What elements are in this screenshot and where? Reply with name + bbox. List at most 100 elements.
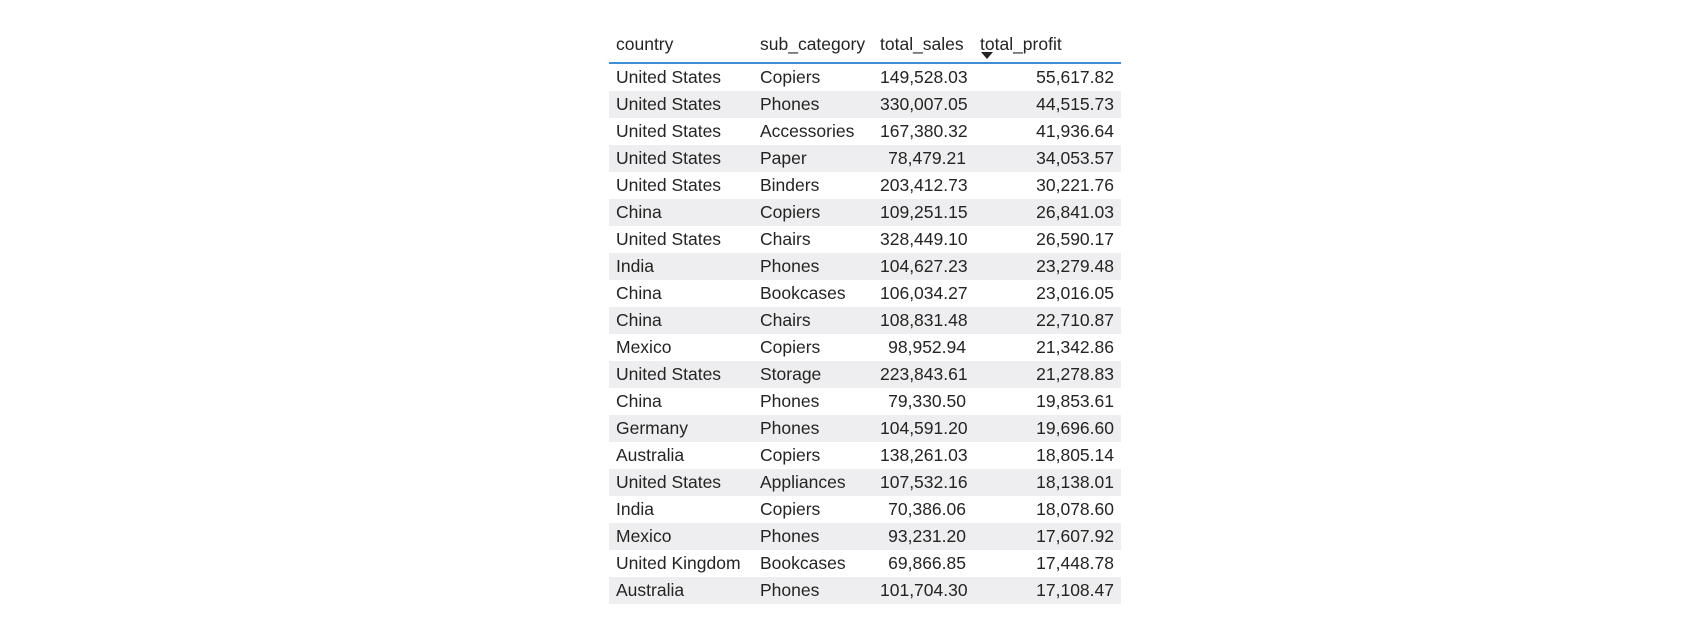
cell-total-sales: 93,231.20: [873, 523, 973, 550]
cell-country: United States: [616, 67, 722, 87]
table-row[interactable]: United States Appliances 107,532.16 18,138.…: [609, 469, 1121, 496]
cell-total-sales: 330,007.05: [873, 91, 973, 118]
header-row: country sub_category total_sales total_p…: [609, 26, 1121, 64]
cell-country: United States: [609, 361, 753, 388]
cell-total-sales: 101,704.30: [873, 577, 973, 604]
cell-total-profit: 17,607.92: [973, 523, 1121, 550]
cell-total-sales: 104,591.20: [873, 415, 973, 442]
cell-total-sales: 203,412.73: [880, 175, 968, 195]
table-row[interactable]: Australia Copiers 138,261.03 18,805.14: [609, 442, 1121, 469]
cell-total-profit: 55,617.82: [1036, 67, 1114, 87]
cell-country: United States: [609, 145, 753, 172]
cell-total-profit: 23,279.48: [973, 253, 1121, 280]
cell-sub-category: Phones: [760, 391, 820, 411]
cell-sub-category: Bookcases: [760, 553, 846, 573]
table-row[interactable]: China Bookcases 106,034.27 23,016.05: [609, 280, 1121, 307]
cell-total-sales: 79,330.50: [888, 391, 966, 411]
cell-country: Mexico: [609, 523, 753, 550]
table-body: United States Copiers 149,528.03 55,617.82 U…: [609, 63, 1121, 604]
table-row[interactable]: Germany Phones 104,591.20 19,696.60: [609, 415, 1121, 442]
cell-total-sales: 223,843.61: [873, 361, 973, 388]
cell-country: Australia: [616, 445, 685, 465]
cell-total-profit: 23,016.05: [1036, 283, 1114, 303]
table-row[interactable]: India Copiers 70,386.06 18,078.60: [609, 496, 1121, 523]
cell-country: China: [609, 199, 753, 226]
cell-total-sales: 98,952.94: [888, 337, 966, 357]
cell-total-sales: 328,449.10: [880, 229, 968, 249]
table-row[interactable]: Mexico Copiers 98,952.94 21,342.86: [609, 334, 1121, 361]
cell-sub-category: Chairs: [753, 307, 873, 334]
cell-total-sales: 149,528.03: [880, 67, 968, 87]
cell-sub-category: Binders: [760, 175, 820, 195]
table-row[interactable]: India Phones 104,627.23 23,279.48: [609, 253, 1121, 280]
cell-sub-category: Copiers: [760, 445, 821, 465]
cell-sub-category: Phones: [753, 523, 873, 550]
cell-total-sales: 70,386.06: [888, 499, 966, 519]
cell-total-sales: 69,866.85: [888, 553, 966, 573]
cell-total-profit: 17,448.78: [1036, 553, 1114, 573]
cell-total-profit: 41,936.64: [1036, 121, 1114, 141]
table-row[interactable]: China Chairs 108,831.48 22,710.87: [609, 307, 1121, 334]
cell-total-profit: 26,841.03: [973, 199, 1121, 226]
column-header-country[interactable]: country: [609, 26, 753, 64]
column-header-total-profit[interactable]: total_profit: [973, 26, 1121, 64]
cell-sub-category: Bookcases: [760, 283, 846, 303]
table-row[interactable]: United States Binders 203,412.73 30,221.76: [609, 172, 1121, 199]
cell-sub-category: Phones: [753, 253, 873, 280]
cell-total-sales: 109,251.15: [873, 199, 973, 226]
column-header-sub-category[interactable]: sub_category: [753, 26, 873, 64]
table-header: country sub_category total_sales total_p…: [609, 26, 1121, 64]
cell-total-profit: 26,590.17: [1036, 229, 1114, 249]
table-row[interactable]: United States Storage 223,843.61 21,278.83: [609, 361, 1121, 388]
cell-country: United States: [609, 91, 753, 118]
cell-country: United States: [616, 175, 722, 195]
cell-total-profit: 30,221.76: [1036, 175, 1114, 195]
cell-total-sales: 138,261.03: [880, 445, 968, 465]
cell-total-sales: 167,380.32: [880, 121, 968, 141]
table-row[interactable]: United States Accessories 167,380.32 41,936…: [609, 118, 1121, 145]
cell-sub-category: Chairs: [760, 229, 811, 249]
table-row[interactable]: United States Copiers 149,528.03 55,617.82: [609, 63, 1121, 91]
cell-total-profit: 22,710.87: [973, 307, 1121, 334]
cell-total-profit: 18,138.01: [973, 469, 1121, 496]
table-visual: country sub_category total_sales total_p…: [609, 26, 1121, 604]
table-row[interactable]: China Copiers 109,251.15 26,841.03: [609, 199, 1121, 226]
table-row[interactable]: United States Phones 330,007.05 44,515.73: [609, 91, 1121, 118]
cell-country: Germany: [609, 415, 753, 442]
cell-country: Australia: [609, 577, 753, 604]
data-table: country sub_category total_sales total_p…: [609, 26, 1121, 604]
table-row[interactable]: United Kingdom Bookcases 69,866.85 17,448.7…: [609, 550, 1121, 577]
cell-total-profit: 17,108.47: [973, 577, 1121, 604]
cell-country: China: [616, 283, 662, 303]
sort-descending-icon[interactable]: [981, 52, 993, 59]
cell-sub-category: Copiers: [760, 337, 821, 357]
table-row[interactable]: United States Paper 78,479.21 34,053.57: [609, 145, 1121, 172]
cell-total-sales: 106,034.27: [880, 283, 968, 303]
cell-sub-category: Copiers: [760, 67, 821, 87]
cell-total-profit: 21,278.83: [973, 361, 1121, 388]
cell-country: United Kingdom: [616, 553, 741, 573]
cell-total-profit: 18,805.14: [1036, 445, 1114, 465]
cell-sub-category: Phones: [753, 415, 873, 442]
cell-total-profit: 44,515.73: [973, 91, 1121, 118]
cell-country: India: [616, 499, 654, 519]
cell-country: Mexico: [616, 337, 672, 357]
table-row[interactable]: Mexico Phones 93,231.20 17,607.92: [609, 523, 1121, 550]
column-header-total-sales[interactable]: total_sales: [873, 26, 973, 64]
table-row[interactable]: United States Chairs 328,449.10 26,590.17: [609, 226, 1121, 253]
cell-country: United States: [616, 229, 722, 249]
table-row[interactable]: Australia Phones 101,704.30 17,108.47: [609, 577, 1121, 604]
cell-sub-category: Copiers: [753, 199, 873, 226]
cell-total-profit: 19,696.60: [973, 415, 1121, 442]
cell-sub-category: Copiers: [760, 499, 821, 519]
column-header-total-profit-label: total_profit: [980, 33, 1062, 54]
cell-total-sales: 108,831.48: [873, 307, 973, 334]
cell-sub-category: Appliances: [753, 469, 873, 496]
cell-sub-category: Phones: [753, 577, 873, 604]
cell-country: India: [609, 253, 753, 280]
cell-country: China: [616, 391, 662, 411]
cell-total-profit: 19,853.61: [1036, 391, 1114, 411]
cell-total-sales: 107,532.16: [873, 469, 973, 496]
table-row[interactable]: China Phones 79,330.50 19,853.61: [609, 388, 1121, 415]
cell-country: China: [609, 307, 753, 334]
